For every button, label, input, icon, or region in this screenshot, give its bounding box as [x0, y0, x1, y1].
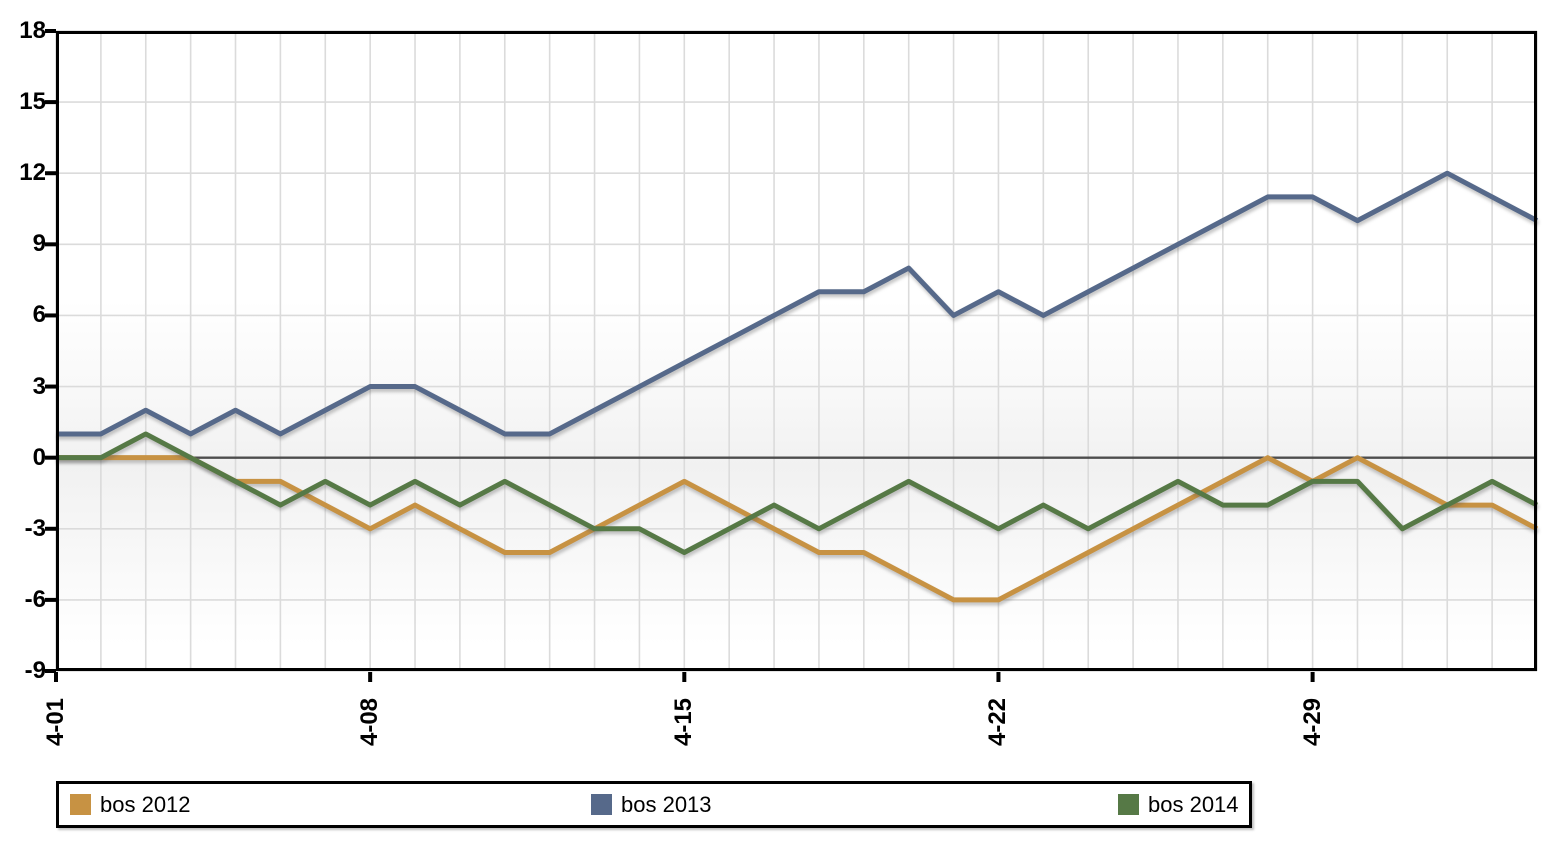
- legend-item-bos-2014: bos 2014: [1118, 784, 1239, 825]
- legend-item-bos-2012: bos 2012: [70, 784, 191, 825]
- x-tick-label-4-22: 4-22: [984, 697, 1012, 746]
- y-tick-label--6: -6: [24, 585, 46, 613]
- series-line-bos-2013: [56, 170, 1539, 437]
- x-tick-label-4-29: 4-29: [1298, 697, 1326, 746]
- legend-label-bos-2013: bos 2013: [621, 792, 712, 817]
- y-tick-label-9: 9: [32, 230, 46, 258]
- x-tick-label-4-08: 4-08: [356, 697, 384, 746]
- y-tick-label-12: 12: [19, 159, 46, 187]
- y-tick-label--3: -3: [24, 514, 46, 542]
- legend-item-bos-2013: bos 2013: [591, 784, 712, 825]
- y-tick-label-6: 6: [32, 301, 46, 329]
- legend-swatch-bos-2014: [1118, 794, 1139, 815]
- x-tick-label-4-15: 4-15: [670, 697, 698, 746]
- series-line-bos-2014: [56, 431, 1539, 555]
- legend-swatch-bos-2013: [591, 794, 612, 815]
- plot-frame: [56, 31, 1537, 671]
- legend-label-bos-2012: bos 2012: [100, 792, 191, 817]
- y-tick-label-15: 15: [19, 88, 46, 116]
- plot-area-background: [56, 31, 1537, 671]
- legend: bos 2012 bos 2013 bos 2014: [56, 781, 1252, 828]
- y-tick-label-0: 0: [32, 443, 46, 471]
- y-tick-label-18: 18: [19, 17, 46, 44]
- y-tick-label-3: 3: [32, 372, 46, 400]
- legend-label-bos-2014: bos 2014: [1148, 792, 1239, 817]
- y-tick-label--9: -9: [24, 657, 46, 684]
- legend-swatch-bos-2012: [70, 794, 91, 815]
- line-chart-canvas: [45, 29, 1539, 682]
- x-tick-label-4-01: 4-01: [42, 697, 69, 746]
